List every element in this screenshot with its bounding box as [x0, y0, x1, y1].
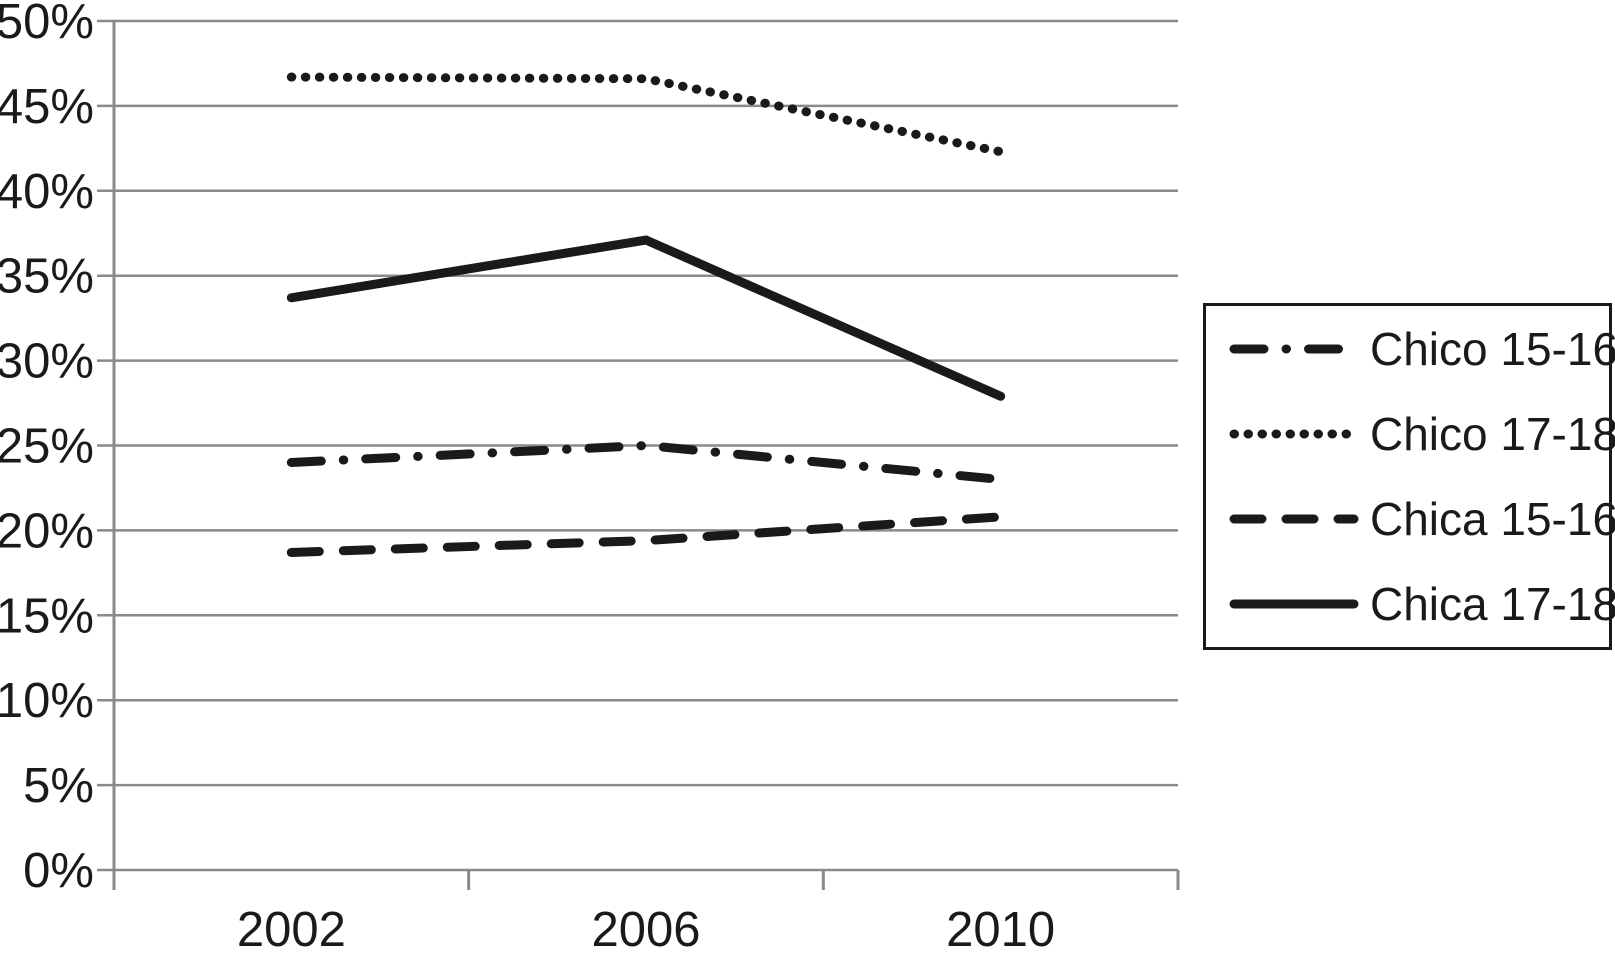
series-line-chica-17-18: [286, 235, 1006, 401]
y-axis-tick-label: 0%: [23, 844, 94, 898]
legend-line-sample-solid: [1229, 599, 1359, 609]
y-axis-tick-label: 5%: [23, 759, 94, 813]
legend: Chico 15-16 Chico 17-18 Chica 15-16 Chic…: [1203, 303, 1615, 650]
y-axis-tick-label: 10%: [0, 674, 94, 728]
y-axis-tick-label: 15%: [0, 589, 94, 643]
x-axis-tick-label: 2010: [946, 903, 1055, 957]
y-axis-tick-label: 20%: [0, 504, 94, 558]
y-axis-tick-label: 30%: [0, 335, 94, 389]
legend-series-label: Chico 15-16: [1370, 322, 1615, 375]
legend-item-chico-15-16: Chico 15-16: [1206, 326, 1615, 372]
legend-series-label: Chica 15-16: [1370, 493, 1615, 546]
y-axis-tick-label: 50%: [0, 0, 94, 49]
x-axis-tick-label: 2002: [237, 903, 346, 957]
series-line-chico-15-16: [286, 440, 1006, 484]
legend-line-sample-dashed: [1229, 514, 1359, 524]
series-line-chica-15-16: [286, 512, 1006, 557]
x-axis-tick-label: 2006: [591, 903, 700, 957]
legend-line-sample-dashdot: [1229, 344, 1359, 354]
y-axis-tick-label: 40%: [0, 165, 94, 219]
legend-item-chica-15-16: Chica 15-16: [1206, 496, 1615, 542]
legend-item-chico-17-18: Chico 17-18: [1206, 411, 1615, 457]
series-line-chico-17-18: [286, 72, 1006, 157]
legend-series-label: Chico 17-18: [1370, 407, 1615, 460]
y-axis-tick-label: 45%: [0, 80, 94, 134]
legend-series-label: Chica 17-18: [1370, 578, 1615, 631]
y-axis-tick-label: 25%: [0, 420, 94, 474]
y-axis-tick-label: 35%: [0, 250, 94, 304]
legend-item-chica-17-18: Chica 17-18: [1206, 581, 1615, 627]
legend-line-sample-dotted: [1229, 429, 1359, 439]
